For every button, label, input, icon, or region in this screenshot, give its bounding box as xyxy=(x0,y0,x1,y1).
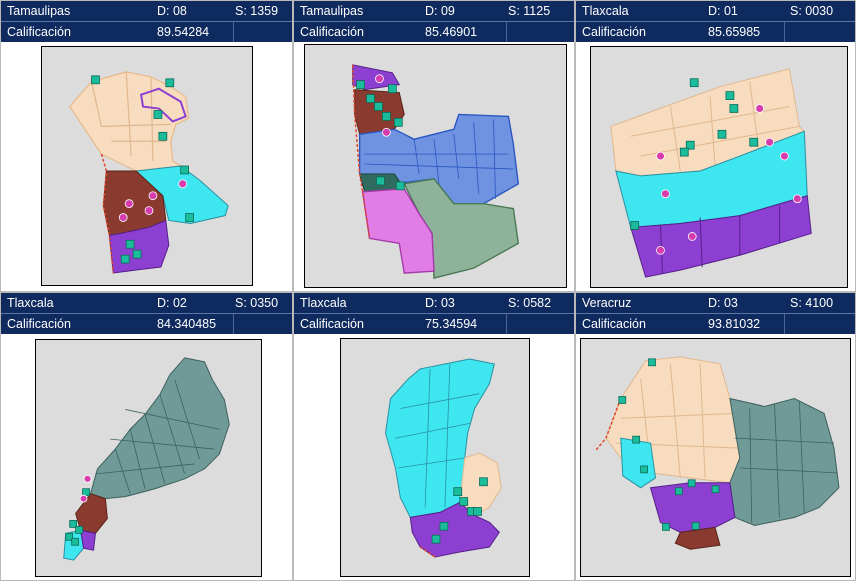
panel-header: Veracruz D: 03 S: 4100 Calificación 93.8… xyxy=(576,293,855,334)
school-markers xyxy=(65,488,90,546)
map-panel: Tamaulipas D: 08 S: 1359 Calificación 89… xyxy=(0,0,293,292)
state-name: Tamaulipas xyxy=(7,4,71,18)
school-markers xyxy=(356,80,405,191)
panel-info-row: Tlaxcala D: 01 S: 0030 xyxy=(576,1,855,22)
cell-divider xyxy=(784,314,785,334)
school-markers xyxy=(618,358,720,531)
panel-info-row: Veracruz D: 03 S: 4100 xyxy=(576,293,855,314)
score-value: 75.34594 xyxy=(425,317,478,331)
map-zone-cyan xyxy=(620,437,657,489)
panel-info-row: Tlaxcala D: 03 S: 0582 xyxy=(294,293,574,314)
c-markers xyxy=(375,74,391,137)
score-label: Calificación xyxy=(582,25,646,39)
map-boundary-red xyxy=(100,153,115,274)
district-code: D: 09 xyxy=(425,4,455,18)
panel-score-row: Calificación 85.46901 xyxy=(294,21,574,42)
district-code: D: 08 xyxy=(157,4,187,18)
score-label: Calificación xyxy=(7,317,71,331)
map-zone-slate xyxy=(729,397,840,526)
c-markers xyxy=(79,474,92,503)
panel-score-row: Calificación 75.34594 xyxy=(294,313,574,334)
map-panel: Veracruz D: 03 S: 4100 Calificación 93.8… xyxy=(575,292,856,581)
map-panel: Tamaulipas D: 09 S: 1125 Calificación 85… xyxy=(293,0,575,292)
panel-score-row: Calificación 93.81032 xyxy=(576,313,855,334)
section-map-drawing xyxy=(385,358,502,558)
section-code: S: 4100 xyxy=(790,296,834,310)
section-code: S: 1125 xyxy=(508,4,551,18)
district-code: D: 02 xyxy=(157,296,187,310)
cell-divider xyxy=(233,314,234,334)
map-boundary-red xyxy=(419,546,436,558)
map-boundary-red xyxy=(351,64,371,239)
school-markers xyxy=(630,78,759,230)
section-map-drawing xyxy=(63,357,230,561)
school-markers xyxy=(91,75,194,264)
panel-header: Tlaxcala D: 01 S: 0030 Calificación 85.6… xyxy=(576,1,855,42)
section-code: S: 0582 xyxy=(508,296,552,310)
panel-header: Tlaxcala D: 02 S: 0350 Calificación 84.3… xyxy=(1,293,292,334)
district-code: D: 03 xyxy=(425,296,455,310)
section-map xyxy=(590,46,848,288)
map-zone-slate xyxy=(89,357,230,500)
cell-divider xyxy=(506,314,507,334)
map-zone-purple xyxy=(79,529,97,551)
score-value: 85.46901 xyxy=(425,25,478,39)
panel-header: Tamaulipas D: 09 S: 1125 Calificación 85… xyxy=(294,1,574,42)
map-zone-pink xyxy=(361,188,435,274)
cell-divider xyxy=(506,22,507,42)
c-markers xyxy=(118,179,188,222)
section-map-drawing xyxy=(595,356,840,550)
map-zone-brown xyxy=(354,89,405,135)
state-name: Tlaxcala xyxy=(300,296,347,310)
score-label: Calificación xyxy=(300,317,364,331)
cell-divider xyxy=(784,22,785,42)
section-map xyxy=(41,46,253,286)
state-name: Tlaxcala xyxy=(582,4,629,18)
panel-info-row: Tamaulipas D: 08 S: 1359 xyxy=(1,1,292,22)
panel-header: Tlaxcala D: 03 S: 0582 Calificación 75.3… xyxy=(294,293,574,334)
score-label: Calificación xyxy=(582,317,646,331)
score-value: 84.340485 xyxy=(157,317,217,331)
panel-info-row: Tamaulipas D: 09 S: 1125 xyxy=(294,1,574,22)
map-panel: Tlaxcala D: 03 S: 0582 Calificación 75.3… xyxy=(293,292,575,581)
state-name: Tamaulipas xyxy=(300,4,364,18)
section-map xyxy=(340,338,530,577)
state-name: Tlaxcala xyxy=(7,296,54,310)
map-zone-brown xyxy=(674,526,721,550)
map-boundary-red xyxy=(595,398,622,451)
panel-score-row: Calificación 89.54284 xyxy=(1,21,292,42)
section-map xyxy=(35,339,262,577)
cell-divider xyxy=(233,22,234,42)
district-code: D: 03 xyxy=(708,296,738,310)
score-label: Calificación xyxy=(300,25,364,39)
section-map-drawing xyxy=(610,68,812,278)
section-map-drawing xyxy=(351,64,520,279)
score-value: 85.65985 xyxy=(708,25,761,39)
state-name: Veracruz xyxy=(582,296,632,310)
school-markers xyxy=(431,477,488,544)
score-label: Calificación xyxy=(7,25,71,39)
score-value: 89.54284 xyxy=(157,25,210,39)
district-code: D: 01 xyxy=(708,4,738,18)
section-map xyxy=(304,44,567,288)
map-zone-purple-outline xyxy=(139,87,187,123)
section-map xyxy=(580,338,851,577)
c-markers xyxy=(656,104,802,255)
section-code: S: 0350 xyxy=(235,296,279,310)
map-panel: Tlaxcala D: 02 S: 0350 Calificación 84.3… xyxy=(0,292,293,581)
panel-score-row: Calificación 85.65985 xyxy=(576,21,855,42)
score-value: 93.81032 xyxy=(708,317,761,331)
panel-info-row: Tlaxcala D: 02 S: 0350 xyxy=(1,293,292,314)
section-map-drawing xyxy=(68,71,229,274)
panel-score-row: Calificación 84.340485 xyxy=(1,313,292,334)
map-panel: Tlaxcala D: 01 S: 0030 Calificación 85.6… xyxy=(575,0,856,292)
section-code: S: 0030 xyxy=(790,4,834,18)
section-code: S: 1359 xyxy=(235,4,279,18)
panel-header: Tamaulipas D: 08 S: 1359 Calificación 89… xyxy=(1,1,292,42)
